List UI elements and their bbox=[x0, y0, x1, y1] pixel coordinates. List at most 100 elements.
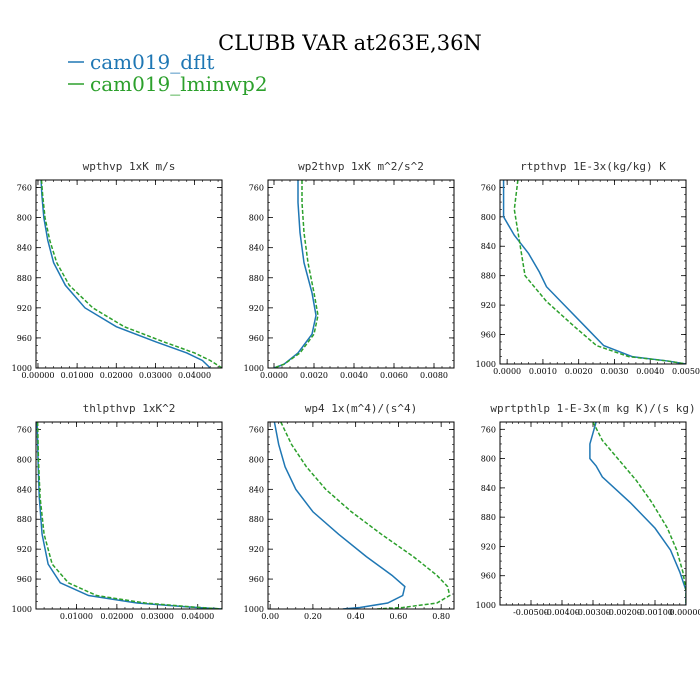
y-tick-label: 880 bbox=[249, 515, 264, 524]
x-tick-label: 0.0000 bbox=[260, 371, 288, 380]
y-tick-label: 920 bbox=[249, 304, 264, 313]
x-tick-label: 0.0020 bbox=[565, 367, 593, 376]
panel-title: thlpthvp 1xK^2 bbox=[83, 402, 176, 415]
series-line-lminwp2 bbox=[592, 422, 686, 605]
x-tick-label: 0.00000 bbox=[669, 608, 700, 617]
y-tick-label: 800 bbox=[17, 214, 32, 223]
x-tick-label: -0.00100 bbox=[637, 608, 673, 617]
x-tick-label: 0.20 bbox=[304, 612, 322, 621]
x-tick-label: -0.00200 bbox=[606, 608, 642, 617]
figure-title: CLUBB VAR at263E,36N bbox=[218, 31, 482, 55]
y-tick-label: 920 bbox=[17, 304, 32, 313]
panel-4: thlpthvp 1xK^2 0.01000 0.02000 0.03000 0.040… bbox=[12, 402, 223, 621]
panel-2: wp2thvp 1xK m^2/s^2 0.0000 0.0020 0.0040 0.0… bbox=[244, 160, 455, 380]
plot-frame bbox=[499, 421, 687, 606]
plot-frame bbox=[35, 421, 223, 610]
y-minor-ticks bbox=[36, 179, 222, 369]
y-tick-label: 760 bbox=[249, 425, 264, 434]
series-line-lminwp2 bbox=[36, 422, 222, 609]
x-tick-label: 0.0040 bbox=[636, 367, 664, 376]
x-tick-label: 0.0050 bbox=[672, 367, 700, 376]
y-tick-label: 800 bbox=[17, 455, 32, 464]
y-tick-label: 1000 bbox=[12, 605, 32, 614]
x-tick-label: 0.01000 bbox=[61, 371, 94, 380]
panel-title: wpthvp 1xK m/s bbox=[83, 160, 176, 173]
series-line-dflt bbox=[502, 180, 686, 364]
panel-1: wpthvp 1xK m/s 0.00000 0.01000 0.02000 0.030… bbox=[12, 160, 223, 380]
y-tick-label: 1000 bbox=[244, 605, 264, 614]
series-line-lminwp2 bbox=[40, 180, 222, 368]
y-tick-label: 1000 bbox=[476, 360, 496, 369]
x-tick-label: 0.0020 bbox=[300, 371, 328, 380]
y-tick-label: 760 bbox=[17, 184, 32, 193]
x-minor-ticks bbox=[273, 180, 451, 368]
y-tick-label: 840 bbox=[17, 244, 32, 253]
x-tick-label: -0.00500 bbox=[513, 608, 549, 617]
x-tick-label: 0.02000 bbox=[100, 612, 133, 621]
x-tick-label: 0.0010 bbox=[529, 367, 557, 376]
plot-frame bbox=[499, 179, 687, 365]
y-tick-label: 840 bbox=[249, 244, 264, 253]
y-tick-label: 840 bbox=[481, 484, 496, 493]
y-tick-label: 800 bbox=[481, 213, 496, 222]
y-tick-label: 960 bbox=[481, 331, 496, 340]
x-minor-ticks bbox=[269, 422, 451, 609]
series-line-lminwp2 bbox=[280, 422, 451, 609]
y-tick-label: 880 bbox=[481, 513, 496, 522]
panel-title: wp2thvp 1xK m^2/s^2 bbox=[298, 160, 424, 173]
y-minor-ticks bbox=[500, 179, 686, 365]
x-minor-ticks bbox=[37, 180, 219, 368]
y-tick-label: 960 bbox=[249, 334, 264, 343]
y-tick-label: 760 bbox=[249, 184, 264, 193]
y-minor-ticks bbox=[36, 421, 222, 610]
plot-frame bbox=[267, 179, 455, 369]
y-tick-label: 960 bbox=[481, 572, 496, 581]
y-tick-label: 960 bbox=[249, 575, 264, 584]
y-tick-label: 840 bbox=[249, 485, 264, 494]
x-tick-label: 0.40 bbox=[347, 612, 365, 621]
y-tick-label: 920 bbox=[481, 542, 496, 551]
y-tick-label: 1000 bbox=[12, 364, 32, 373]
y-minor-ticks bbox=[500, 421, 686, 606]
x-tick-label: 0.0030 bbox=[600, 367, 628, 376]
x-tick-label: 0.0040 bbox=[340, 371, 368, 380]
y-tick-label: 880 bbox=[249, 274, 264, 283]
x-tick-label: 0.00 bbox=[261, 612, 279, 621]
plot-frame bbox=[35, 179, 223, 369]
x-tick-label: 0.04000 bbox=[178, 371, 211, 380]
y-tick-label: 960 bbox=[17, 575, 32, 584]
x-tick-label: 0.0060 bbox=[380, 371, 408, 380]
x-tick-label: -0.00400 bbox=[544, 608, 580, 617]
x-tick-label: 0.0080 bbox=[420, 371, 448, 380]
x-tick-label: 0.80 bbox=[432, 612, 450, 621]
series-line-dflt bbox=[273, 422, 406, 609]
panel-title: wp4 1x(m^4)/(s^4) bbox=[305, 402, 418, 415]
y-tick-label: 1000 bbox=[244, 364, 264, 373]
x-tick-label: 0.00000 bbox=[21, 371, 54, 380]
y-tick-label: 840 bbox=[481, 242, 496, 251]
y-tick-label: 800 bbox=[249, 455, 264, 464]
panel-title: rtpthvp 1E-3x(kg/kg) K bbox=[520, 160, 666, 173]
series-line-lminwp2 bbox=[513, 180, 686, 364]
panel-3: rtpthvp 1E-3x(kg/kg) K 0.0000 0.0010 0.0020… bbox=[476, 160, 700, 376]
y-tick-label: 800 bbox=[481, 455, 496, 464]
x-minor-ticks bbox=[499, 180, 687, 364]
panels: wpthvp 1xK m/s 0.00000 0.01000 0.02000 0.030… bbox=[12, 160, 700, 621]
x-tick-label: -0.00300 bbox=[575, 608, 611, 617]
panel-title: wprtpthlp 1-E-3x(m kg K)/(s kg) bbox=[490, 402, 695, 415]
x-tick-label: 0.03000 bbox=[141, 612, 174, 621]
y-tick-label: 760 bbox=[17, 425, 32, 434]
y-tick-label: 880 bbox=[17, 274, 32, 283]
x-tick-label: 0.04000 bbox=[181, 612, 214, 621]
legend-label-dflt: cam019_dflt bbox=[90, 50, 214, 74]
y-tick-label: 920 bbox=[481, 301, 496, 310]
legend: cam019_dflt cam019_lminwp2 bbox=[68, 50, 268, 96]
series-line-dflt bbox=[589, 422, 686, 605]
x-tick-label: 0.02000 bbox=[100, 371, 133, 380]
y-tick-label: 760 bbox=[481, 425, 496, 434]
x-minor-ticks bbox=[35, 422, 223, 609]
x-tick-label: 0.01000 bbox=[60, 612, 93, 621]
y-tick-label: 960 bbox=[17, 334, 32, 343]
series-line-dflt bbox=[40, 180, 211, 368]
